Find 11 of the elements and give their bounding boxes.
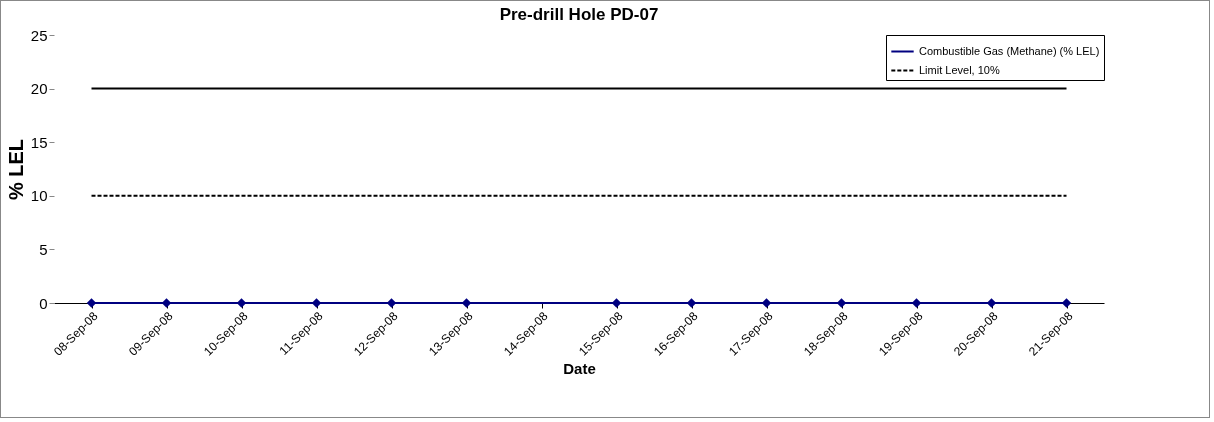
y-axis-title: % LEL [4, 138, 27, 201]
y-tick-label: 0 [39, 294, 48, 312]
y-tick-label: 20 [30, 80, 48, 98]
y-tick-label: 15 [30, 133, 48, 151]
y-tick-label: 5 [39, 240, 48, 258]
x-axis-title: Date [563, 359, 596, 377]
legend-label: Combustible Gas (Methane) (% LEL) [919, 44, 1100, 57]
legend-label: Limit Level, 10% [919, 63, 1000, 76]
y-tick-label: 10 [30, 187, 48, 205]
y-tick-label: 25 [30, 26, 48, 44]
chart-title: Pre-drill Hole PD-07 [499, 5, 659, 24]
